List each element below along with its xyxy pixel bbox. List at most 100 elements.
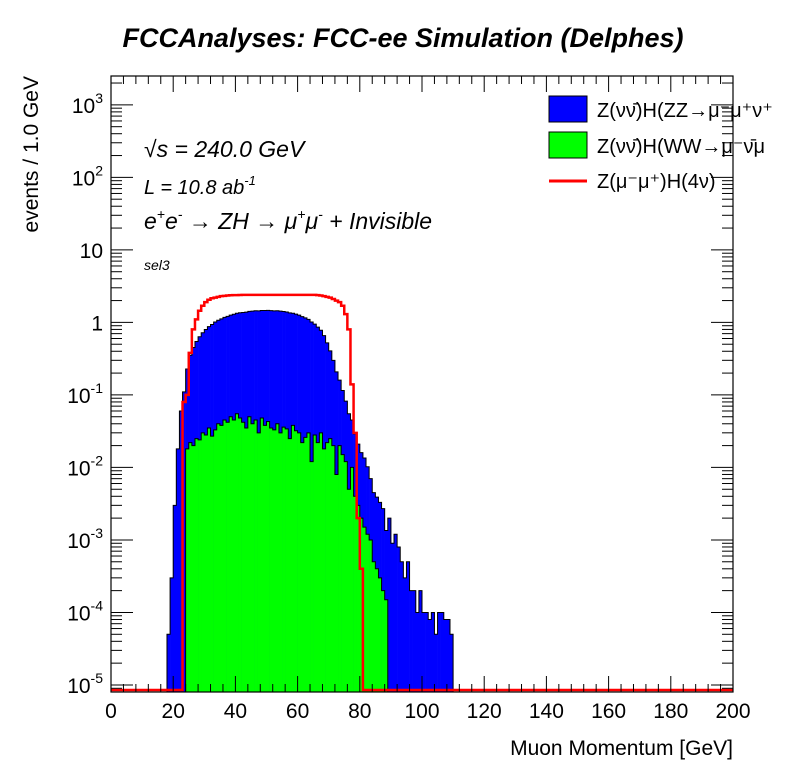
energy-annotation: √s = 240.0 GeV bbox=[144, 136, 307, 162]
ww-bar bbox=[300, 442, 305, 692]
legend-swatch-zz bbox=[548, 95, 588, 123]
ww-bar bbox=[341, 454, 345, 692]
zz-bar bbox=[437, 612, 441, 692]
ww-bar bbox=[328, 438, 333, 692]
ww-bar bbox=[369, 539, 373, 692]
zz-bar bbox=[431, 612, 435, 692]
ww-bar bbox=[257, 432, 261, 692]
x-tick-label: 20 bbox=[162, 700, 185, 723]
y-tick-label: 10-2 bbox=[67, 452, 103, 480]
x-tick-label: 60 bbox=[286, 700, 309, 723]
ww-bar bbox=[188, 442, 193, 692]
ww-bar bbox=[350, 467, 354, 692]
ww-bar bbox=[269, 427, 274, 692]
x-axis-ticks: 0 20 40 60 80 100 120 140 160 180 200 bbox=[105, 76, 751, 723]
zz-bar bbox=[428, 619, 432, 692]
ww-bar bbox=[235, 413, 239, 692]
ww-bar bbox=[297, 432, 302, 692]
ww-bar bbox=[366, 534, 370, 692]
y-tick-label: 102 bbox=[72, 162, 103, 190]
ww-bar bbox=[263, 425, 267, 692]
ww-bar bbox=[226, 422, 230, 692]
legend: Z(νν̄)H(ZZ→μ⁻μ⁺ν⁺ Z(νν̄)H(WW→μ⁻ν̄μ Z(μ⁻μ… bbox=[548, 95, 773, 193]
zz-bar bbox=[446, 619, 451, 692]
ww-bar bbox=[338, 445, 342, 692]
ww-bar bbox=[356, 505, 361, 692]
ww-bar bbox=[241, 422, 246, 692]
ww-bar bbox=[353, 496, 357, 692]
ww-bar bbox=[213, 429, 218, 692]
y-tick-label: 10-5 bbox=[67, 670, 103, 698]
zz-bar bbox=[182, 391, 186, 692]
ww-bar bbox=[316, 442, 320, 692]
selection-label: sel3 bbox=[144, 257, 170, 273]
legend-label-ww: Z(νν̄)H(WW→μ⁻ν̄μ bbox=[597, 136, 765, 158]
chart-title: FCCAnalyses: FCC-ee Simulation (Delphes) bbox=[122, 23, 683, 53]
zz-bar bbox=[403, 577, 407, 692]
zz-bar bbox=[449, 634, 454, 692]
ww-bar bbox=[272, 429, 277, 692]
y-axis-ticks: 10-5 10-4 10-3 10-2 10-1 1 10 102 103 bbox=[67, 82, 733, 698]
ww-bar bbox=[238, 418, 242, 692]
y-tick-label: 10 bbox=[80, 240, 103, 263]
series-ww bbox=[185, 413, 389, 692]
ww-bar bbox=[247, 416, 252, 692]
y-tick-label: 10-4 bbox=[67, 597, 103, 625]
ww-bar bbox=[194, 438, 199, 692]
ww-bar bbox=[378, 577, 382, 692]
y-tick-label: 1 bbox=[91, 312, 103, 335]
ww-bar bbox=[384, 599, 389, 692]
ww-bar bbox=[204, 435, 208, 692]
legend-swatch-ww bbox=[548, 131, 588, 159]
x-axis-label: Muon Momentum [GeV] bbox=[510, 737, 733, 760]
lumi-text: L = 10.8 ab bbox=[144, 177, 244, 199]
x-tick-label: 160 bbox=[591, 700, 626, 723]
sqrt-s: √s bbox=[144, 136, 169, 162]
ww-bar bbox=[266, 421, 270, 692]
zz-bar bbox=[434, 634, 438, 692]
ww-bar bbox=[288, 438, 292, 692]
x-tick-label: 180 bbox=[653, 700, 688, 723]
x-tick-label: 100 bbox=[404, 700, 439, 723]
zz-bar bbox=[440, 612, 445, 692]
svg-text:L = 10.8 ab-1: L = 10.8 ab-1 bbox=[144, 173, 256, 199]
x-tick-label: 140 bbox=[529, 700, 564, 723]
y-tick-label: 103 bbox=[72, 90, 103, 118]
zz-bar bbox=[170, 577, 174, 692]
ww-bar bbox=[303, 437, 308, 692]
energy-value: = 240.0 GeV bbox=[175, 136, 307, 162]
lumi-annotation: L = 10.8 ab-1 bbox=[144, 173, 256, 199]
ww-bar bbox=[282, 427, 286, 692]
ww-bar bbox=[331, 445, 336, 692]
ww-bar bbox=[334, 474, 339, 692]
ww-bar bbox=[278, 432, 283, 692]
zz-bar bbox=[397, 546, 401, 692]
process-annotation: e+e- → ZH → μ+μ- + Invisible bbox=[144, 206, 432, 234]
zz-bar bbox=[425, 612, 429, 692]
ww-bar bbox=[216, 423, 221, 692]
ww-bar bbox=[201, 432, 205, 692]
zz-bar bbox=[418, 590, 423, 692]
ww-bar bbox=[381, 590, 385, 692]
ww-bar bbox=[325, 442, 329, 692]
zz-bar bbox=[166, 634, 171, 692]
ww-bar bbox=[185, 448, 190, 692]
zz-bar bbox=[387, 518, 392, 692]
zz-bar bbox=[179, 411, 183, 692]
ww-bar bbox=[229, 416, 233, 692]
ww-bar bbox=[232, 420, 236, 692]
ww-bar bbox=[310, 461, 314, 692]
zz-bar bbox=[412, 590, 417, 692]
zz-bar bbox=[415, 612, 420, 692]
ww-bar bbox=[198, 439, 202, 692]
zz-bar bbox=[443, 619, 448, 692]
zz-bar bbox=[390, 543, 395, 692]
ww-bar bbox=[285, 428, 289, 692]
x-tick-label: 0 bbox=[105, 700, 117, 723]
svg-text:e+e- → ZH → μ+μ- + Invisible: e+e- → ZH → μ+μ- + Invisible bbox=[144, 206, 432, 234]
ww-bar bbox=[313, 435, 317, 692]
lumi-exp: -1 bbox=[244, 173, 256, 188]
ww-bar bbox=[347, 489, 351, 692]
x-tick-label: 120 bbox=[467, 700, 502, 723]
